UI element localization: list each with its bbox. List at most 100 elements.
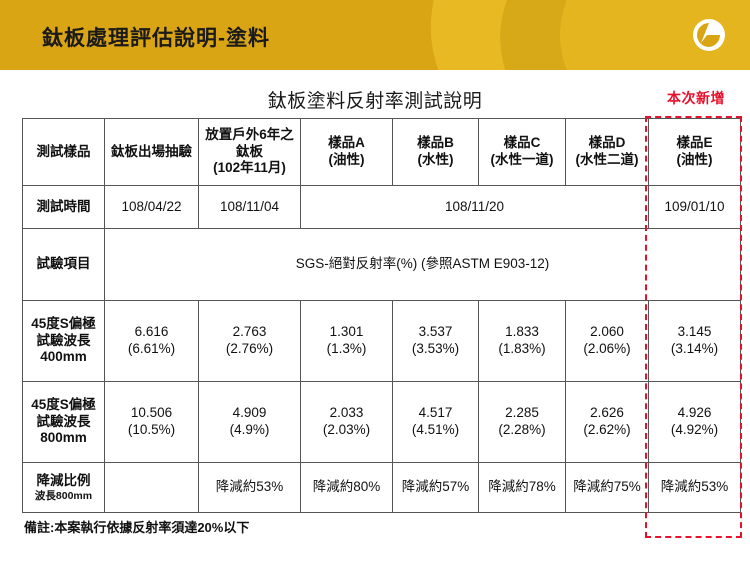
percent: (4.92%) <box>670 422 719 437</box>
cell-test-time-0: 108/04/22 <box>104 185 199 229</box>
new-addition-label: 本次新增 <box>667 90 725 106</box>
header-sublabel: (水性二道) <box>575 152 639 167</box>
row-label-main: 降減比例 <box>36 472 91 488</box>
row-label-line3: 800mm <box>40 430 87 446</box>
cell-wave800-5: 2.626 (2.62%) <box>565 381 649 463</box>
cell-wave800-3: 4.517 (4.51%) <box>392 381 479 463</box>
cell-wave400-3: 3.537 (3.53%) <box>392 300 479 382</box>
value: 4.926 <box>677 405 712 421</box>
percent: (3.14%) <box>670 341 719 356</box>
cell-reduction-4: 降減約78% <box>478 462 566 513</box>
header-cell-sample-d: 樣品D (水性二道) <box>565 118 649 186</box>
cell-wave400-6: 3.145 (3.14%) <box>648 300 741 382</box>
header-label: 樣品B <box>417 135 454 151</box>
table-row: 試驗項目 SGS-絕對反射率(%) (參照ASTM E903-12) <box>22 228 741 301</box>
cell-reduction-5: 降減約75% <box>565 462 649 513</box>
header-cell-sample-b: 樣品B (水性) <box>392 118 479 186</box>
cell-wave400-4: 1.833 (1.83%) <box>478 300 566 382</box>
header-cell-outdoor-6y: 放置戶外6年之鈦板 (102年11月) <box>198 118 301 186</box>
header-sublabel: (水性) <box>417 152 454 167</box>
header-cell-sample-c: 樣品C (水性一道) <box>478 118 566 186</box>
row-label-test-item: 試驗項目 <box>22 228 105 301</box>
value: 3.145 <box>677 324 712 340</box>
table-header-row: 測試樣品 鈦板出場抽驗 放置戶外6年之鈦板 (102年11月) 樣品A (油性)… <box>22 118 741 186</box>
percent: (4.9%) <box>229 422 270 437</box>
percent: (6.61%) <box>127 341 176 356</box>
row-label-wave800: 45度S偏極 試驗波長 800mm <box>22 381 105 463</box>
table-row: 45度S偏極 試驗波長 400mm 6.616 (6.61%) 2.763 (2… <box>22 300 741 382</box>
cell-wave400-2: 1.301 (1.3%) <box>300 300 393 382</box>
row-label-reduction: 降減比例 波長800mm <box>22 462 105 513</box>
table-row: 降減比例 波長800mm 降減約53% 降減約80% 降減約57% 降減約78%… <box>22 462 741 513</box>
row-label-line2: 試驗波長 <box>36 413 91 429</box>
header-sublabel: (水性一道) <box>490 152 554 167</box>
cell-reduction-0 <box>104 462 199 513</box>
value: 2.033 <box>329 405 364 421</box>
cell-reduction-1: 降減約53% <box>198 462 301 513</box>
header-label: 鈦板出場抽驗 <box>111 143 192 159</box>
percent: (2.62%) <box>583 422 631 437</box>
cell-wave800-4: 2.285 (2.28%) <box>478 381 566 463</box>
row-label-wave400: 45度S偏極 試驗波長 400mm <box>22 300 105 382</box>
page-header-banner: 鈦板處理評估說明-塗料 <box>0 0 750 70</box>
percent: (1.3%) <box>326 341 367 356</box>
cell-test-time-3: 109/01/10 <box>648 185 741 229</box>
header-label: 樣品A <box>328 135 365 151</box>
row-label-test-time: 測試時間 <box>22 185 105 229</box>
percent: (4.51%) <box>411 422 460 437</box>
row-label-line3: 400mm <box>40 349 87 365</box>
row-label-line1: 45度S偏極 <box>31 315 96 331</box>
header-label: 樣品E <box>676 135 713 151</box>
header-sublabel: (油性) <box>328 152 365 167</box>
reflectance-table: 測試樣品 鈦板出場抽驗 放置戶外6年之鈦板 (102年11月) 樣品A (油性)… <box>22 118 741 513</box>
value: 2.626 <box>590 405 624 421</box>
value: 3.537 <box>418 324 453 340</box>
percent: (3.53%) <box>411 341 460 356</box>
cell-reduction-2: 降減約80% <box>300 462 393 513</box>
reflectance-table-wrapper: 測試樣品 鈦板出場抽驗 放置戶外6年之鈦板 (102年11月) 樣品A (油性)… <box>22 118 741 513</box>
cell-wave400-5: 2.060 (2.06%) <box>565 300 649 382</box>
cell-wave400-1: 2.763 (2.76%) <box>198 300 301 382</box>
value: 10.506 <box>130 405 173 421</box>
value: 2.763 <box>232 324 267 340</box>
header-label: 樣品D <box>588 135 626 151</box>
value: 4.517 <box>418 405 453 421</box>
cell-wave800-0: 10.506 (10.5%) <box>104 381 199 463</box>
cell-test-time-1: 108/11/04 <box>198 185 301 229</box>
value: 1.301 <box>329 324 364 340</box>
cell-wave800-2: 2.033 (2.03%) <box>300 381 393 463</box>
header-sublabel: (102年11月) <box>213 160 286 176</box>
cell-reduction-3: 降減約57% <box>392 462 479 513</box>
percent: (10.5%) <box>127 422 176 437</box>
cell-reduction-6: 降減約53% <box>648 462 741 513</box>
header-sublabel: (油性) <box>676 152 713 167</box>
page-title: 鈦板處理評估說明-塗料 <box>42 27 270 50</box>
row-label-sub: 波長800mm <box>34 489 93 502</box>
header-cell-factory-sample: 鈦板出場抽驗 <box>104 118 199 186</box>
row-label-line1: 45度S偏極 <box>31 396 96 412</box>
header-cell-sample-a: 樣品A (油性) <box>300 118 393 186</box>
percent: (2.76%) <box>225 341 274 356</box>
company-logo-icon <box>693 19 725 51</box>
percent: (1.83%) <box>498 341 546 356</box>
value: 6.616 <box>134 324 169 340</box>
table-caption: 鈦板塗料反射率測試說明 <box>267 91 483 112</box>
header-label: 放置戶外6年之鈦板 <box>205 126 294 159</box>
row-label-line2: 試驗波長 <box>36 332 91 348</box>
percent: (2.06%) <box>583 341 631 356</box>
footnote-text: 備註:本案執行依據反射率須達20%以下 <box>24 520 250 535</box>
header-cell-sample: 測試樣品 <box>22 118 105 186</box>
value: 1.833 <box>505 324 539 340</box>
cell-wave800-6: 4.926 (4.92%) <box>648 381 741 463</box>
value: 4.909 <box>232 405 267 421</box>
table-row: 45度S偏極 試驗波長 800mm 10.506 (10.5%) 4.909 (… <box>22 381 741 463</box>
cell-test-item-merged: SGS-絕對反射率(%) (參照ASTM E903-12) <box>104 228 741 301</box>
percent: (2.03%) <box>322 422 371 437</box>
cell-test-time-2: 108/11/20 <box>300 185 649 229</box>
value: 2.060 <box>590 324 624 340</box>
table-row: 測試時間 108/04/22 108/11/04 108/11/20 109/0… <box>22 185 741 229</box>
percent: (2.28%) <box>498 422 546 437</box>
cell-wave800-1: 4.909 (4.9%) <box>198 381 301 463</box>
value: 2.285 <box>505 405 539 421</box>
header-label: 樣品C <box>503 135 541 151</box>
